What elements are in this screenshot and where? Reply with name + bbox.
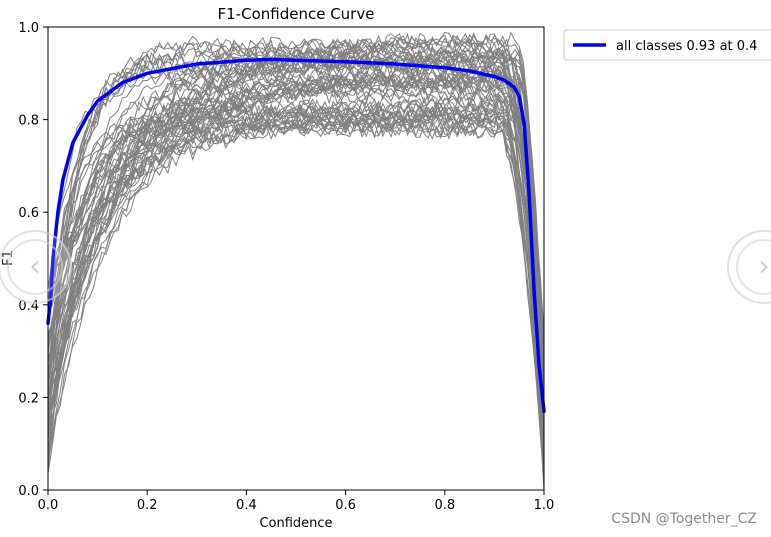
legend: all classes 0.93 at 0.4 (563, 29, 771, 61)
class-curve (47, 102, 545, 360)
x-axis-label: Confidence (259, 516, 332, 531)
summary-series-line (46, 57, 546, 414)
class-curve (47, 48, 545, 369)
y-tick-label: 0.6 (18, 206, 39, 221)
watermark: CSDN @Together_CZ (611, 511, 757, 527)
class-curve (47, 72, 545, 462)
x-tick-label: 1.0 (534, 498, 555, 513)
class-curve (47, 51, 545, 441)
x-axis-ticks: 0.0 0.2 0.4 0.6 0.8 1.0 (38, 490, 555, 513)
class-curve (47, 95, 545, 455)
x-tick-label: 0.0 (38, 498, 59, 513)
class-curve (47, 111, 545, 452)
class-curve (47, 113, 545, 414)
class-curve (47, 95, 545, 458)
x-tick-label: 0.6 (335, 498, 356, 513)
class-curve (47, 98, 545, 391)
y-tick-label: 0.0 (18, 484, 39, 499)
class-curve (47, 37, 545, 415)
y-axis-ticks: 0.00.20.40.60.81.0 (18, 21, 48, 499)
class-curve (47, 68, 545, 463)
class-curve (47, 34, 545, 442)
chart-title: F1-Confidence Curve (218, 5, 375, 23)
class-curve (47, 55, 545, 405)
y-tick-label: 0.8 (18, 114, 39, 129)
class-curve (47, 48, 545, 433)
previous-image-button[interactable]: ‹ (0, 230, 72, 304)
legend-box (563, 29, 771, 61)
class-curve (47, 56, 545, 416)
chevron-left-icon: ‹ (7, 239, 63, 295)
class-curve (47, 103, 545, 480)
y-tick-label: 0.2 (18, 391, 39, 406)
x-tick-label: 0.8 (434, 498, 455, 513)
class-curve (47, 107, 545, 451)
chevron-right-icon: › (736, 239, 771, 295)
class-curve (47, 72, 545, 451)
legend-entry-label: all classes 0.93 at 0.4 (616, 39, 757, 54)
y-tick-label: 1.0 (18, 21, 39, 36)
class-curve (47, 99, 545, 419)
x-tick-label: 0.2 (137, 498, 158, 513)
class-curves-group (47, 31, 545, 491)
class-curve (47, 94, 545, 375)
class-curve (47, 117, 545, 474)
class-curve (47, 44, 545, 449)
class-curve (47, 51, 545, 350)
class-curve (47, 84, 545, 481)
class-curve (47, 118, 545, 488)
class-curve (47, 103, 545, 356)
x-tick-label: 0.4 (236, 498, 257, 513)
